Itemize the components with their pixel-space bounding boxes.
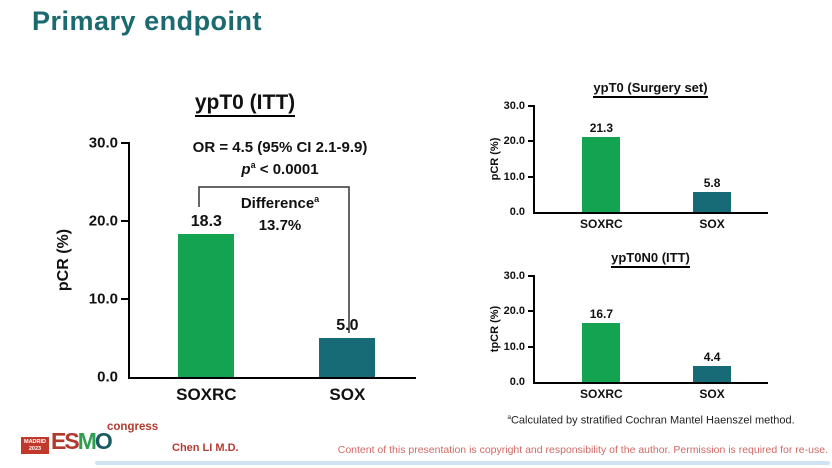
y-tickmark bbox=[528, 275, 535, 277]
difference-value: 13.7% bbox=[258, 216, 302, 234]
y-tick: 10.0 bbox=[503, 170, 525, 183]
plot-area: pCR (%) 30.0 20.0 10.0 0.0 21.3 5.8 SOXR… bbox=[489, 100, 768, 231]
bar-value-label: 5.8 bbox=[703, 175, 721, 190]
madrid-2023-badge: MADRID 2023 bbox=[21, 437, 49, 454]
bar-soxrc: 21.3 bbox=[582, 106, 621, 212]
y-tickmark bbox=[528, 310, 535, 313]
y-tick: 30.0 bbox=[503, 270, 525, 282]
difference-label: Differencea bbox=[240, 194, 320, 212]
chart-title: ypT0N0 (ITT) bbox=[533, 250, 768, 268]
y-tickmark bbox=[528, 105, 535, 107]
y-tick: 0.0 bbox=[97, 368, 118, 386]
bar-soxrc: 16.7 bbox=[582, 276, 621, 382]
logo-city: MADRID bbox=[24, 439, 46, 445]
esmo-wordmark: ESMO bbox=[51, 428, 113, 454]
y-tickmark bbox=[528, 140, 535, 143]
esmo-congress-logo: MADRID 2023 ESMO congress bbox=[21, 421, 158, 461]
bar-rect bbox=[582, 323, 621, 382]
p-value-text: pa < 0.0001 bbox=[241, 159, 319, 178]
bar-sox: 5.8 bbox=[693, 106, 732, 212]
x-category-label: SOXRC bbox=[580, 387, 623, 401]
x-category-label: SOXRC bbox=[176, 385, 237, 404]
difference-annotation: Differencea 13.7% bbox=[241, 193, 319, 237]
x-category-label: SOXRC bbox=[580, 217, 623, 231]
chart-title: ypT0 (ITT) bbox=[55, 91, 435, 117]
x-category-label: SOX bbox=[329, 385, 366, 404]
bar-rect bbox=[582, 136, 621, 212]
bar-value-label: 4.4 bbox=[703, 350, 721, 365]
chart-title: ypT0 (Surgery set) bbox=[533, 80, 768, 98]
bar-value-label: 5.0 bbox=[336, 317, 359, 335]
bar-value-label: 21.3 bbox=[589, 120, 614, 135]
odds-ratio-annotation: OR = 4.5 (95% CI 2.1-9.9) pa < 0.0001 bbox=[193, 137, 368, 181]
plot-area: tpCR (%) 30.0 20.0 10.0 0.0 16.7 4.4 SOX… bbox=[489, 270, 768, 401]
y-tick: 20.0 bbox=[503, 135, 525, 148]
x-category-label: SOX bbox=[699, 387, 725, 401]
bar-value-label: 16.7 bbox=[589, 307, 614, 321]
chart-ypt0-itt: ypT0 (ITT) pCR (%) 30.0 20.0 10.0 0.0 OR… bbox=[55, 86, 460, 416]
y-tick: 10.0 bbox=[88, 290, 118, 308]
y-tickmark bbox=[121, 142, 130, 144]
plot-area: pCR (%) 30.0 20.0 10.0 0.0 OR = 4.5 (95%… bbox=[55, 135, 416, 404]
footnote: aCalculated by stratified Cochran Mantel… bbox=[507, 414, 795, 427]
y-tickmark bbox=[121, 298, 130, 300]
logo-year: 2023 bbox=[28, 445, 42, 452]
y-tick: 20.0 bbox=[88, 212, 118, 230]
page-title: Primary endpoint bbox=[32, 6, 263, 36]
x-category-label: SOX bbox=[699, 217, 725, 231]
bar-rect bbox=[693, 366, 732, 382]
y-tickmark bbox=[121, 219, 130, 222]
y-tickmark bbox=[528, 345, 535, 348]
bar-sox: 4.4 bbox=[693, 276, 732, 382]
y-tickmark bbox=[528, 175, 535, 178]
y-tick: 0.0 bbox=[509, 206, 525, 218]
presenter-name: Chen LI M.D. bbox=[172, 442, 239, 454]
bar-rect bbox=[178, 234, 235, 377]
bar-rect bbox=[319, 338, 376, 377]
y-tick: 10.0 bbox=[503, 340, 525, 353]
y-tick: 30.0 bbox=[503, 100, 525, 112]
chart-ypt0-surgery-set: ypT0 (Surgery set) pCR (%) 30.0 20.0 10.… bbox=[489, 78, 805, 250]
bar-rect bbox=[693, 191, 732, 212]
bottom-accent-strip bbox=[95, 461, 830, 465]
y-tick: 0.0 bbox=[509, 376, 525, 388]
y-axis-label: pCR (%) bbox=[55, 228, 72, 292]
chart-ypt0n0-itt: ypT0N0 (ITT) tpCR (%) 30.0 20.0 10.0 0.0… bbox=[489, 248, 805, 420]
y-tick: 20.0 bbox=[503, 305, 525, 318]
congress-label: congress bbox=[107, 421, 159, 433]
copyright-disclaimer: Content of this presentation is copyrigh… bbox=[337, 444, 828, 456]
bar-value-label: 18.3 bbox=[190, 213, 222, 231]
y-tick: 30.0 bbox=[88, 134, 118, 152]
or-text: OR = 4.5 (95% CI 2.1-9.9) bbox=[192, 139, 368, 156]
